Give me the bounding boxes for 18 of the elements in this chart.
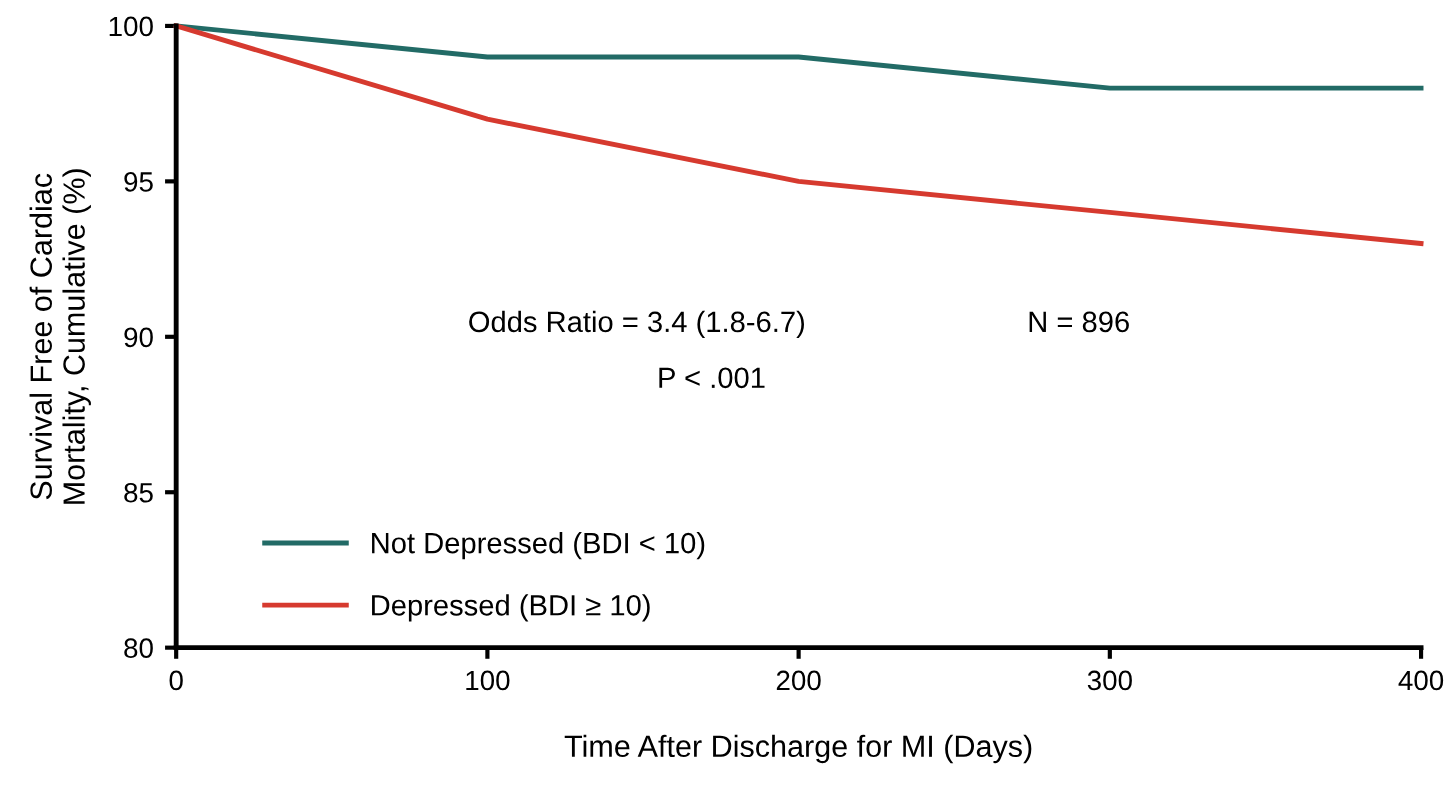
annotation: P < .001	[659, 367, 765, 389]
legend-label: Depressed (BDI ≥ 10)	[372, 594, 650, 622]
x-tick-label: 400	[1398, 670, 1444, 691]
y-tick-label: 100	[109, 16, 153, 37]
y-axis-title: Survival Free of Cardiac Mortality, Cumulative (%)	[29, 169, 91, 504]
x-axis-title: Time After Discharge for MI (Days)	[564, 734, 1032, 764]
x-tick-label: 100	[466, 670, 510, 691]
legend-label: Not Depressed (BDI < 10)	[372, 532, 705, 560]
x-tick-label: 300	[1087, 670, 1132, 691]
x-tick-label: 200	[776, 670, 821, 691]
annotation: Odds Ratio = 3.4 (1.8-6.7)	[469, 310, 804, 338]
y-tick-label: 80	[124, 638, 153, 658]
x-tick-label: 0	[169, 670, 183, 691]
y-tick-label: 90	[124, 327, 153, 348]
line-series	[173, 23, 1424, 246]
annotation: N = 896	[1029, 311, 1129, 333]
y-tick-label: 85	[124, 482, 153, 503]
y-tick-label: 95	[124, 172, 153, 192]
